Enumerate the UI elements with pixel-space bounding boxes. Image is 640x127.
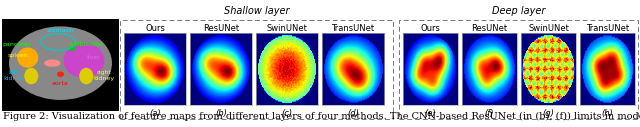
Text: Figure 2: Visualization of feature maps from different layers of four methods. T: Figure 2: Visualization of feature maps … bbox=[3, 112, 640, 121]
Bar bbox=[399, 20, 638, 119]
Text: kidney: kidney bbox=[93, 76, 115, 81]
Bar bbox=[2, 19, 119, 111]
Text: (b): (b) bbox=[215, 109, 227, 118]
Text: (c): (c) bbox=[282, 109, 292, 118]
Text: (f): (f) bbox=[484, 109, 494, 118]
Text: aorta: aorta bbox=[52, 81, 69, 86]
Text: ResUNet: ResUNet bbox=[472, 24, 508, 33]
Ellipse shape bbox=[69, 46, 75, 51]
Ellipse shape bbox=[79, 68, 93, 84]
Text: SwinUNet: SwinUNet bbox=[267, 24, 307, 33]
Text: ResUNet: ResUNet bbox=[203, 24, 239, 33]
Bar bbox=[120, 20, 393, 119]
Text: liver: liver bbox=[86, 55, 100, 60]
Text: pancreas: pancreas bbox=[3, 42, 31, 47]
Ellipse shape bbox=[57, 72, 64, 77]
Text: stomach: stomach bbox=[47, 28, 74, 33]
Text: left: left bbox=[8, 70, 19, 75]
Text: SwinUNet: SwinUNet bbox=[528, 24, 569, 33]
Text: spleen: spleen bbox=[8, 53, 29, 58]
Text: (e): (e) bbox=[425, 109, 436, 118]
Text: kidney: kidney bbox=[3, 76, 24, 81]
Text: TransUNet: TransUNet bbox=[586, 24, 629, 33]
Ellipse shape bbox=[24, 68, 38, 84]
Text: gallbladder: gallbladder bbox=[68, 42, 104, 47]
Ellipse shape bbox=[63, 43, 104, 78]
Text: Ours: Ours bbox=[145, 24, 165, 33]
Text: (a): (a) bbox=[149, 109, 161, 118]
Text: Shallow layer: Shallow layer bbox=[224, 6, 289, 16]
Text: (h): (h) bbox=[602, 109, 613, 118]
Ellipse shape bbox=[44, 59, 61, 67]
Text: Ours: Ours bbox=[420, 24, 440, 33]
Ellipse shape bbox=[17, 47, 38, 68]
Text: TransUNet: TransUNet bbox=[332, 24, 374, 33]
Text: Deep layer: Deep layer bbox=[492, 6, 545, 16]
Text: (d): (d) bbox=[347, 109, 359, 118]
Text: right: right bbox=[97, 70, 111, 75]
Text: (g): (g) bbox=[543, 109, 554, 118]
Ellipse shape bbox=[9, 26, 112, 100]
